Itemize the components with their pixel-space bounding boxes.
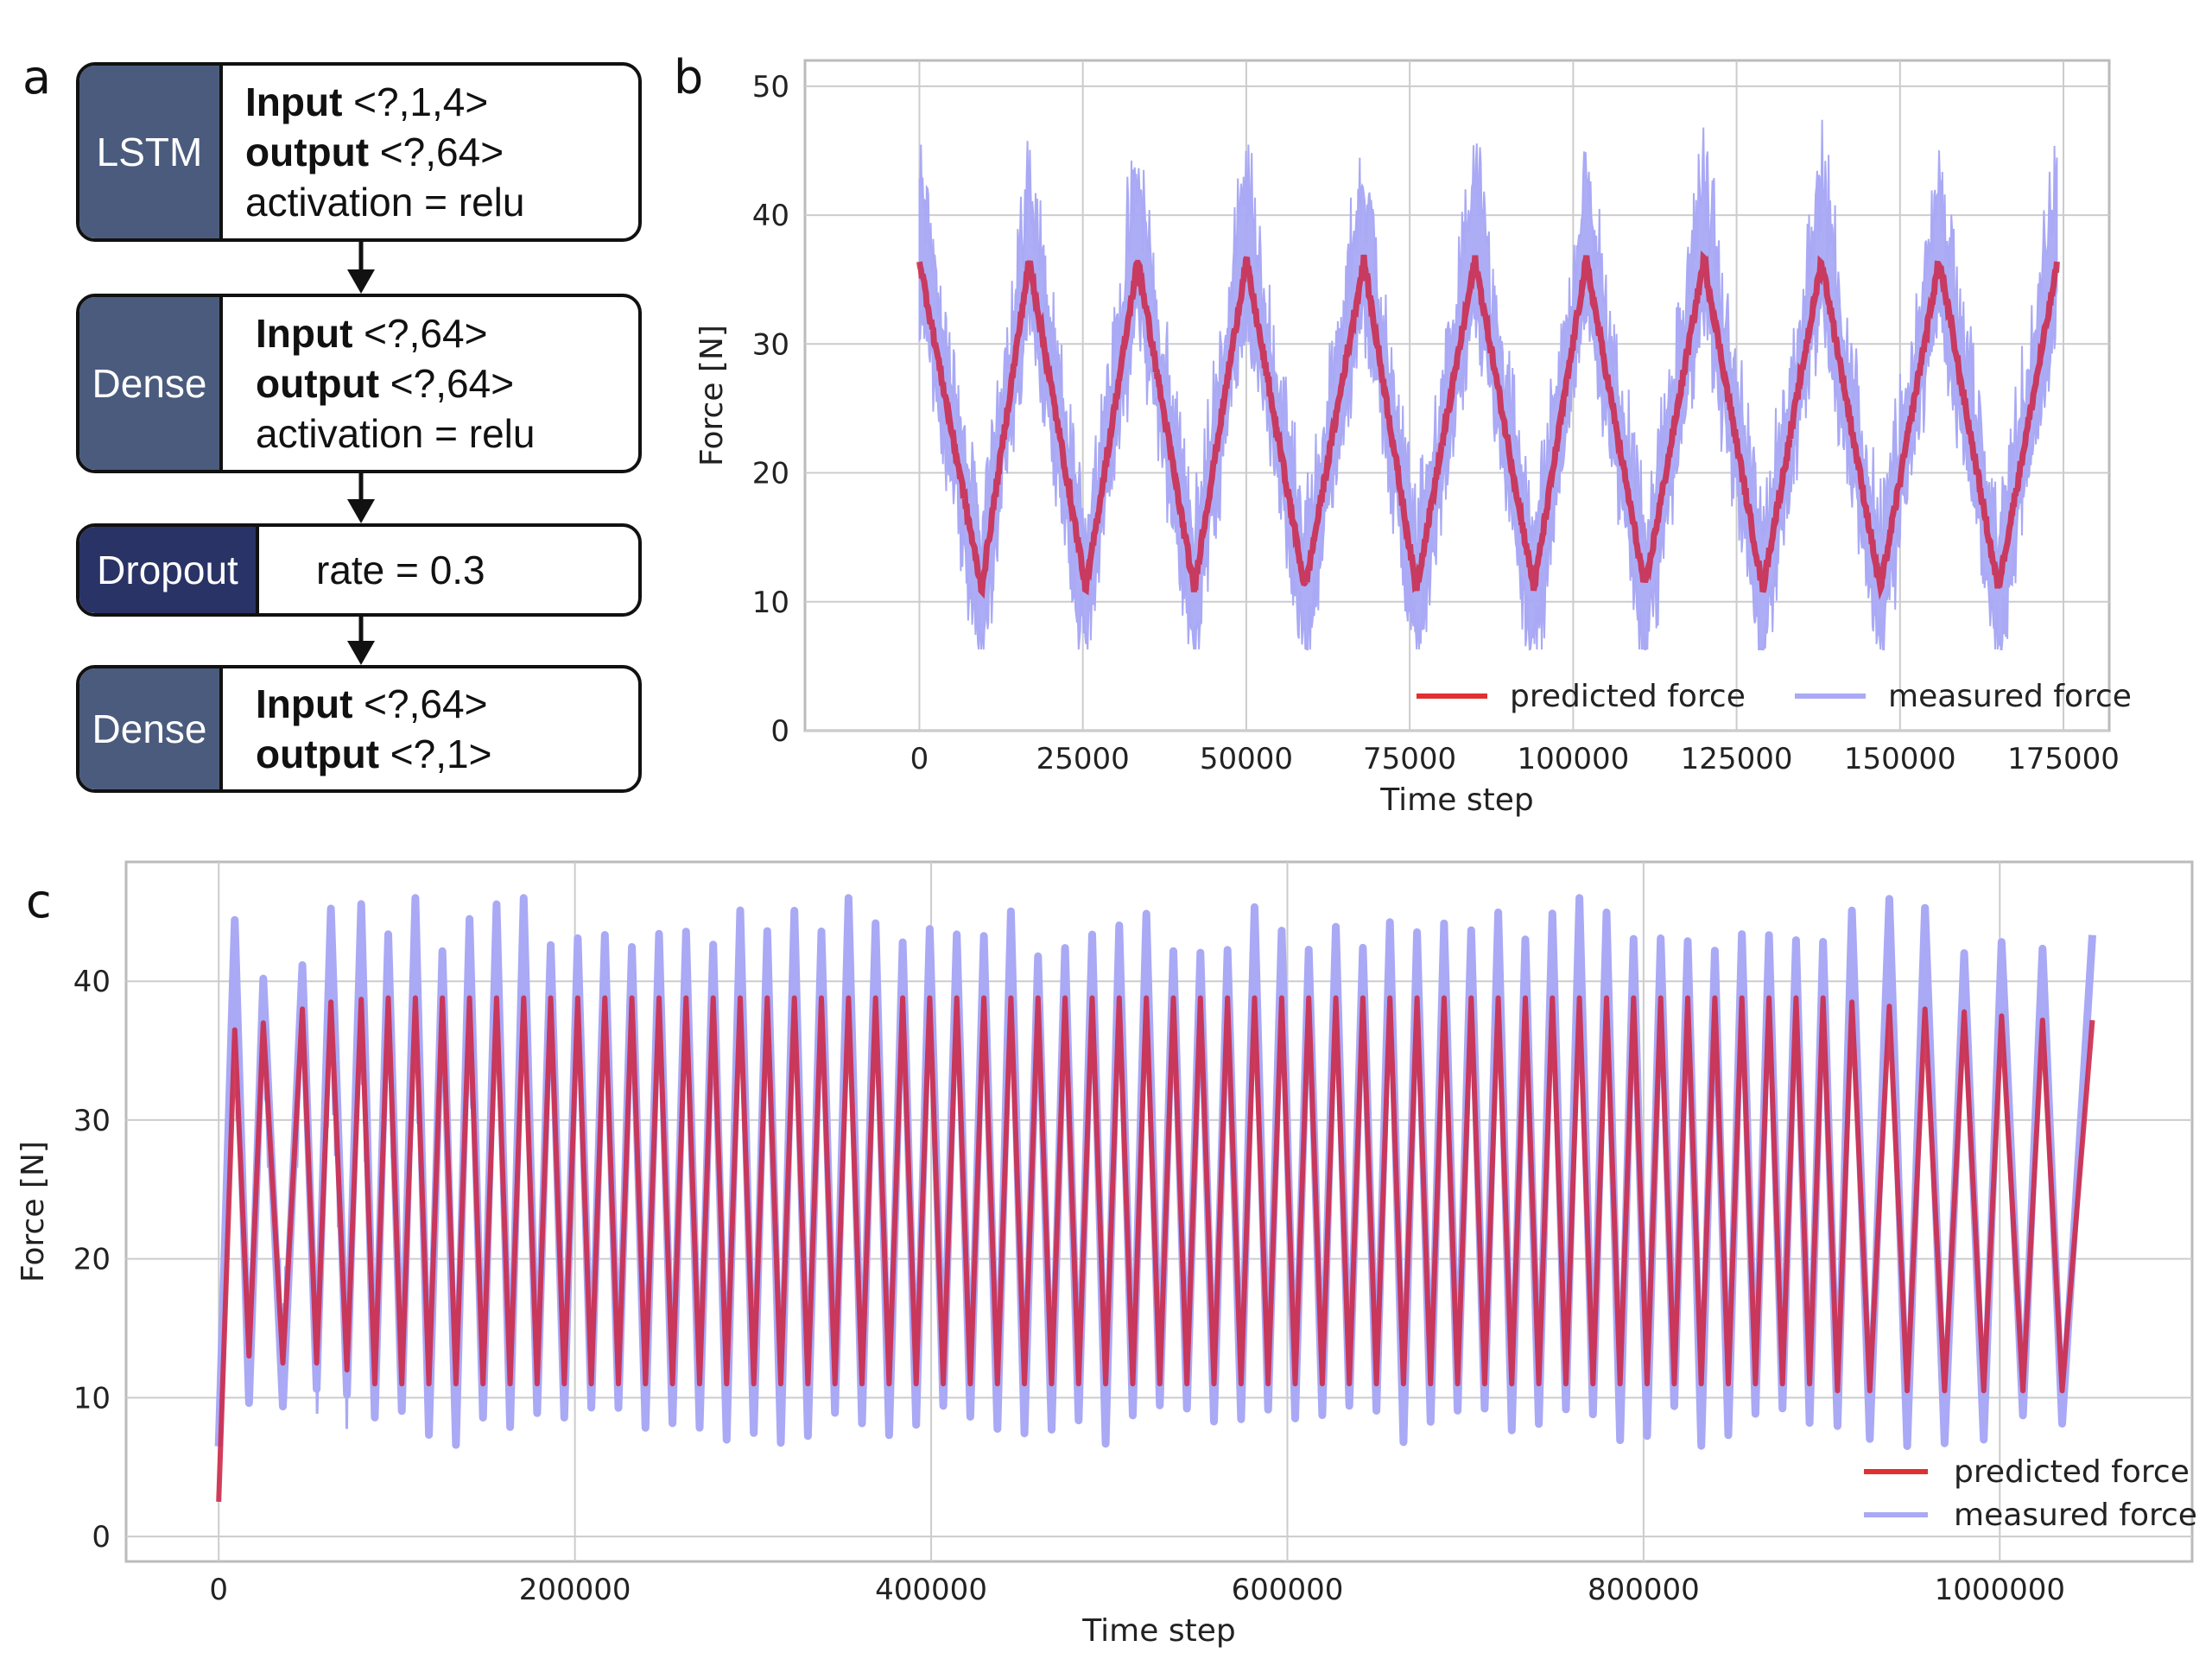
x-tick-label: 800000 — [1588, 1573, 1700, 1607]
x-tick-label: 75000 — [1363, 742, 1456, 776]
chart-c: 0 200000 400000 600000 800000 1000000 0 10 20 30 4… — [16, 862, 2197, 1649]
legend-measured-label: measured force — [1888, 679, 2132, 714]
x-tick-label: 1000000 — [1935, 1573, 2065, 1607]
x-axis-label: Time step — [1081, 1613, 1235, 1649]
x-axis-label: Time step — [1379, 782, 1533, 818]
y-tick-label: 20 — [752, 457, 789, 491]
legend-measured-label: measured force — [1954, 1498, 2197, 1533]
x-tick-label: 0 — [910, 742, 929, 776]
arrowhead-3 — [347, 641, 375, 665]
arrowhead-1 — [347, 269, 375, 294]
chart-b: 0 25000 50000 75000 100000 125000 150000 175000… — [694, 60, 2132, 818]
x-tick-label: 0 — [209, 1573, 228, 1607]
x-tick-label: 25000 — [1036, 742, 1130, 776]
y-tick-label: 40 — [752, 199, 789, 233]
y-axis-label: Force [N] — [16, 1141, 51, 1282]
y-tick-label: 30 — [752, 327, 789, 362]
x-tick-label: 175000 — [2007, 742, 2120, 776]
y-tick-label: 10 — [752, 586, 789, 620]
architecture-arrows — [347, 242, 375, 665]
x-tick-label: 400000 — [875, 1573, 987, 1607]
y-axis-label: Force [N] — [694, 325, 730, 466]
arrowhead-2 — [347, 499, 375, 523]
y-tick-label: 30 — [73, 1104, 111, 1138]
x-tick-label: 200000 — [519, 1573, 631, 1607]
y-tick-label: 20 — [73, 1243, 111, 1277]
x-tick-label: 600000 — [1232, 1573, 1344, 1607]
x-tick-label: 150000 — [1844, 742, 1956, 776]
y-tick-label: 50 — [752, 70, 789, 104]
y-tick-label: 0 — [92, 1520, 111, 1555]
legend-predicted-label: predicted force — [1510, 679, 1746, 714]
y-tick-label: 0 — [770, 714, 789, 749]
figure-canvas: 0 25000 50000 75000 100000 125000 150000 175000… — [0, 0, 2212, 1672]
y-tick-label: 40 — [73, 965, 111, 999]
legend-predicted-label: predicted force — [1954, 1454, 2190, 1490]
x-tick-label: 100000 — [1517, 742, 1629, 776]
y-tick-label: 10 — [73, 1381, 111, 1416]
x-tick-label: 50000 — [1200, 742, 1293, 776]
x-tick-label: 125000 — [1681, 742, 1793, 776]
